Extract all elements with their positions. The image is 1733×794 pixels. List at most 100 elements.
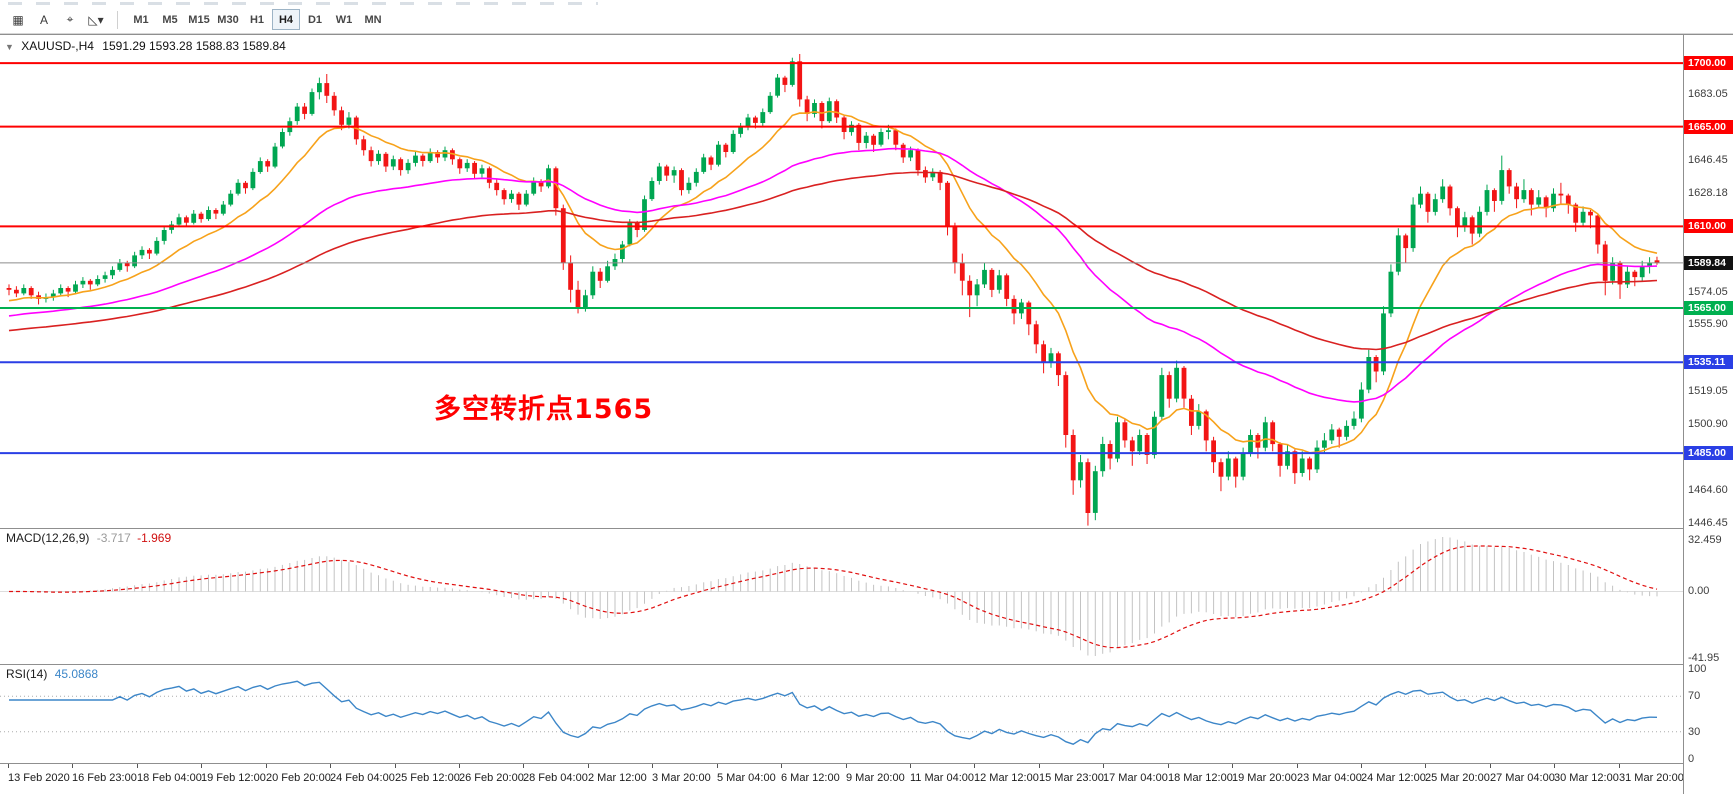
time-label: 31 Mar 20:00 bbox=[1619, 772, 1684, 784]
time-tick bbox=[588, 764, 589, 768]
time-tick bbox=[137, 764, 138, 768]
rsi-plot bbox=[0, 680, 1683, 745]
clipped-top-toolbar bbox=[0, 0, 1733, 6]
time-label: 23 Mar 04:00 bbox=[1297, 772, 1362, 784]
y-axis-tick: 1500.90 bbox=[1688, 418, 1728, 430]
current-price-badge: 1589.84 bbox=[1684, 256, 1733, 270]
rsi-label: RSI(14) 45.0868 bbox=[6, 667, 98, 681]
time-label: 20 Feb 20:00 bbox=[266, 772, 331, 784]
time-tick bbox=[1232, 764, 1233, 768]
y-axis-tick: 1464.60 bbox=[1688, 484, 1728, 496]
timeframe-button-h4[interactable]: H4 bbox=[272, 9, 300, 30]
price-level-badge: 1665.00 bbox=[1684, 120, 1733, 134]
timeframe-button-group: M1 M5 M15 M30 H1 H4 D1 W1 MN bbox=[127, 9, 387, 30]
toolbar-button-cursor[interactable]: ⌖ bbox=[58, 9, 82, 31]
macd-signal-line bbox=[9, 545, 1658, 649]
toolbar-separator bbox=[117, 10, 118, 29]
time-label: 27 Mar 04:00 bbox=[1490, 772, 1555, 784]
timeframe-button-h1[interactable]: H1 bbox=[243, 9, 271, 30]
time-label: 24 Mar 12:00 bbox=[1361, 772, 1426, 784]
time-tick bbox=[523, 764, 524, 768]
ohlc-readout: 1591.29 1593.28 1588.83 1589.84 bbox=[102, 39, 286, 53]
time-label: 6 Mar 12:00 bbox=[781, 772, 840, 784]
time-label: 9 Mar 20:00 bbox=[846, 772, 905, 784]
y-axis-tick: 1683.05 bbox=[1688, 88, 1728, 100]
macd-panel[interactable]: MACD(12,26,9) -3.717 -1.969 bbox=[0, 528, 1683, 664]
time-tick bbox=[395, 764, 396, 768]
time-label: 17 Mar 04:00 bbox=[1103, 772, 1168, 784]
y-axis-tick: 1646.45 bbox=[1688, 154, 1728, 166]
time-tick bbox=[266, 764, 267, 768]
price-level-badge: 1485.00 bbox=[1684, 446, 1733, 460]
chart-area[interactable]: ▼ XAUUSD-,H4 1591.29 1593.28 1588.83 158… bbox=[0, 34, 1733, 794]
time-label: 11 Mar 04:00 bbox=[910, 772, 975, 784]
time-label: 13 Feb 2020 bbox=[8, 772, 70, 784]
time-label: 15 Mar 23:00 bbox=[1039, 772, 1104, 784]
rsi-panel[interactable]: RSI(14) 45.0868 bbox=[0, 664, 1683, 763]
price-level-badge: 1700.00 bbox=[1684, 56, 1733, 70]
price-level-badge: 1610.00 bbox=[1684, 219, 1733, 233]
time-tick bbox=[201, 764, 202, 768]
time-label: 5 Mar 04:00 bbox=[717, 772, 776, 784]
price-scale[interactable]: 1683.05 1646.45 1628.18 1574.05 1555.90 1519.… bbox=[1683, 35, 1733, 794]
time-tick bbox=[1039, 764, 1040, 768]
toolbar-button-grid[interactable]: ▦ bbox=[6, 9, 30, 31]
timeframe-button-w1[interactable]: W1 bbox=[330, 9, 358, 30]
macd-main-value: -3.717 bbox=[96, 531, 131, 545]
toolbar-button-shapes-dropdown[interactable]: ◺▾ bbox=[84, 9, 108, 31]
rsi-axis-label: 100 bbox=[1688, 663, 1707, 675]
macd-axis-label: -41.95 bbox=[1688, 652, 1720, 664]
time-label: 19 Feb 12:00 bbox=[201, 772, 266, 784]
y-axis-tick: 1555.90 bbox=[1688, 318, 1728, 330]
symbol-timeframe-label: XAUUSD-,H4 bbox=[21, 39, 94, 53]
time-tick bbox=[1554, 764, 1555, 768]
timeframe-button-mn[interactable]: MN bbox=[359, 9, 387, 30]
ma-mid-line bbox=[8, 147, 1658, 403]
time-label: 16 Feb 23:00 bbox=[72, 772, 137, 784]
chart-annotation-text: 多空转折点1565 bbox=[434, 394, 654, 425]
time-label: 30 Mar 12:00 bbox=[1554, 772, 1619, 784]
time-label: 2 Mar 12:00 bbox=[588, 772, 647, 784]
time-tick bbox=[1297, 764, 1298, 768]
macd-name: MACD(12,26,9) bbox=[6, 531, 90, 545]
time-tick bbox=[330, 764, 331, 768]
one-click-trading-arrow[interactable]: ▼ bbox=[5, 42, 14, 52]
time-label: 24 Feb 04:00 bbox=[330, 772, 395, 784]
price-level-badge: 1565.00 bbox=[1684, 301, 1733, 315]
macd-axis-label: 0.00 bbox=[1688, 585, 1710, 597]
time-tick bbox=[1619, 764, 1620, 768]
timeframe-button-m5[interactable]: M5 bbox=[156, 9, 184, 30]
time-label: 19 Mar 20:00 bbox=[1232, 772, 1297, 784]
clipped-icon-marks bbox=[8, 2, 598, 5]
time-tick bbox=[8, 764, 9, 768]
ma-fast-line bbox=[8, 110, 1658, 454]
time-tick bbox=[1168, 764, 1169, 768]
timeframe-button-m1[interactable]: M1 bbox=[127, 9, 155, 30]
time-tick bbox=[1103, 764, 1104, 768]
macd-label: MACD(12,26,9) -3.717 -1.969 bbox=[6, 531, 171, 545]
rsi-axis-label: 30 bbox=[1688, 726, 1701, 738]
candles-layer bbox=[6, 54, 1660, 526]
time-label: 18 Feb 04:00 bbox=[137, 772, 202, 784]
time-tick bbox=[781, 764, 782, 768]
macd-axis-label: 32.459 bbox=[1688, 534, 1722, 546]
time-label: 28 Feb 04:00 bbox=[523, 772, 588, 784]
time-tick bbox=[459, 764, 460, 768]
drawing-tool-buttons: ▦ A ⌖ ◺▾ bbox=[6, 9, 108, 31]
price-panel[interactable] bbox=[0, 35, 1683, 528]
price-level-badge: 1535.11 bbox=[1684, 355, 1733, 369]
time-axis[interactable]: 13 Feb 2020 16 Feb 23:00 18 Feb 04:00 19 Fe… bbox=[0, 763, 1684, 794]
y-axis-tick: 1519.05 bbox=[1688, 385, 1728, 397]
timeframe-button-m15[interactable]: M15 bbox=[185, 9, 213, 30]
time-tick bbox=[846, 764, 847, 768]
time-tick bbox=[974, 764, 975, 768]
rsi-value: 45.0868 bbox=[54, 667, 99, 681]
toolbar-button-text-label[interactable]: A bbox=[32, 9, 56, 31]
time-label: 12 Mar 12:00 bbox=[974, 772, 1039, 784]
chart-toolbar: ▦ A ⌖ ◺▾ M1 M5 M15 M30 H1 H4 D1 W1 MN bbox=[0, 6, 1733, 34]
macd-plot bbox=[0, 537, 1683, 656]
time-label: 25 Feb 12:00 bbox=[395, 772, 460, 784]
timeframe-button-d1[interactable]: D1 bbox=[301, 9, 329, 30]
timeframe-button-m30[interactable]: M30 bbox=[214, 9, 242, 30]
